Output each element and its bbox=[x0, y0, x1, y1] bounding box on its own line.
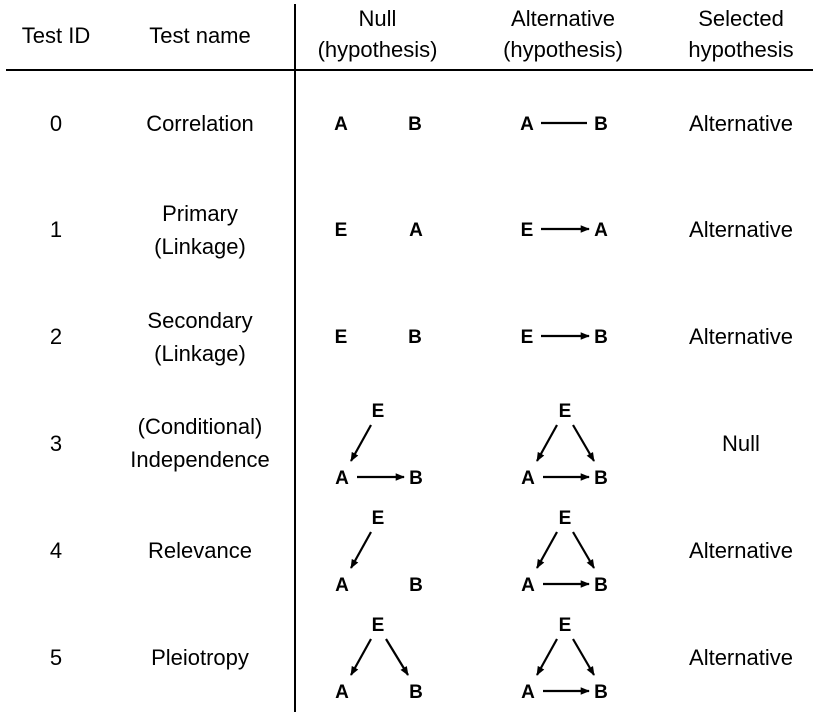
row-1-alt-diagram: E A bbox=[521, 220, 608, 241]
row-5-null-diagram: E A B bbox=[335, 615, 423, 703]
row-5-selected: Alternative bbox=[689, 645, 793, 670]
node-a: A bbox=[335, 468, 349, 489]
node-b: B bbox=[409, 468, 423, 489]
node-a: A bbox=[521, 575, 535, 596]
row-0-name: Correlation bbox=[146, 111, 254, 136]
node-b: B bbox=[408, 114, 422, 135]
node-a: A bbox=[409, 220, 423, 241]
node-a: A bbox=[335, 575, 349, 596]
header-alternative-line1: Alternative bbox=[511, 6, 615, 31]
row-4-id: 4 bbox=[49, 538, 63, 563]
row-3-id: 3 bbox=[49, 431, 63, 456]
row-1-selected: Alternative bbox=[689, 217, 793, 242]
edge-e-a bbox=[536, 638, 558, 676]
row-4-name: Relevance bbox=[148, 538, 252, 563]
row-3-null-diagram: E A B bbox=[335, 401, 423, 489]
node-b: B bbox=[594, 114, 608, 135]
node-e: E bbox=[521, 327, 534, 348]
header-selected: Selected hypothesis bbox=[665, 3, 817, 65]
row-1-name-line1: Primary bbox=[162, 201, 238, 226]
edge-e-b bbox=[572, 531, 595, 569]
header-selected-line2: hypothesis bbox=[688, 37, 794, 62]
edge-e-a bbox=[350, 424, 372, 462]
node-e: E bbox=[372, 401, 385, 422]
node-a: A bbox=[521, 682, 535, 703]
row-1-null-diagram: E A bbox=[335, 220, 423, 241]
header-test-id: Test ID bbox=[21, 23, 91, 48]
node-e: E bbox=[335, 220, 348, 241]
row-1-id: 1 bbox=[49, 217, 63, 242]
edge-e-a bbox=[536, 531, 558, 569]
row-2-id: 2 bbox=[49, 324, 63, 349]
column-separator bbox=[294, 4, 296, 712]
row-3-name-line2: Independence bbox=[130, 447, 270, 472]
row-4-alt-diagram: E A B bbox=[521, 508, 608, 596]
row-3-alt-diagram: E A B bbox=[521, 401, 608, 489]
edge-e-b bbox=[572, 638, 595, 676]
row-0-null-diagram: A B bbox=[334, 114, 422, 135]
header-null-line2: (hypothesis) bbox=[317, 37, 438, 62]
row-2-selected: Alternative bbox=[689, 324, 793, 349]
node-a: A bbox=[335, 682, 349, 703]
row-3-selected: Null bbox=[722, 431, 760, 456]
node-e: E bbox=[521, 220, 534, 241]
header-null-line1: Null bbox=[358, 6, 397, 31]
header-alternative-line2: (hypothesis) bbox=[503, 37, 623, 62]
row-5-name: Pleiotropy bbox=[151, 645, 249, 670]
node-a: A bbox=[334, 114, 348, 135]
row-0-selected: Alternative bbox=[689, 111, 793, 136]
row-3-name: (Conditional) Independence bbox=[110, 410, 290, 476]
row-1-name: Primary (Linkage) bbox=[110, 197, 290, 263]
node-a: A bbox=[594, 220, 608, 241]
node-b: B bbox=[408, 327, 422, 348]
node-e: E bbox=[372, 508, 385, 529]
edge-e-a bbox=[350, 638, 372, 676]
node-e: E bbox=[559, 508, 572, 529]
node-b: B bbox=[594, 468, 608, 489]
row-5-alt-diagram: E A B bbox=[521, 615, 608, 703]
header-null: Null (hypothesis) bbox=[300, 3, 455, 65]
header-alternative: Alternative (hypothesis) bbox=[483, 3, 643, 65]
node-b: B bbox=[594, 327, 608, 348]
node-b: B bbox=[409, 682, 423, 703]
node-b: B bbox=[594, 682, 608, 703]
row-2-name-line1: Secondary bbox=[147, 308, 253, 333]
header-selected-line1: Selected bbox=[698, 6, 784, 31]
edge-e-b bbox=[572, 424, 595, 462]
row-5-id: 5 bbox=[49, 645, 63, 670]
node-e: E bbox=[559, 615, 572, 636]
row-2-name-line2: (Linkage) bbox=[154, 341, 246, 366]
node-b: B bbox=[409, 575, 423, 596]
row-2-null-diagram: E B bbox=[335, 327, 422, 348]
edge-e-b bbox=[385, 638, 409, 676]
header-rule bbox=[6, 69, 813, 71]
row-0-alt-diagram: A B bbox=[520, 114, 608, 135]
row-3-name-line1: (Conditional) bbox=[137, 414, 263, 439]
node-e: E bbox=[335, 327, 348, 348]
node-e: E bbox=[559, 401, 572, 422]
edge-e-a bbox=[536, 424, 558, 462]
row-2-alt-diagram: E B bbox=[521, 327, 608, 348]
row-2-name: Secondary (Linkage) bbox=[110, 304, 290, 370]
row-4-selected: Alternative bbox=[689, 538, 793, 563]
row-1-name-line2: (Linkage) bbox=[154, 234, 246, 259]
node-a: A bbox=[520, 114, 534, 135]
edge-e-a bbox=[350, 531, 372, 569]
node-b: B bbox=[594, 575, 608, 596]
row-4-null-diagram: E A B bbox=[335, 508, 423, 596]
header-test-name: Test name bbox=[149, 23, 251, 48]
row-0-id: 0 bbox=[49, 111, 63, 136]
node-a: A bbox=[521, 468, 535, 489]
node-e: E bbox=[372, 615, 385, 636]
